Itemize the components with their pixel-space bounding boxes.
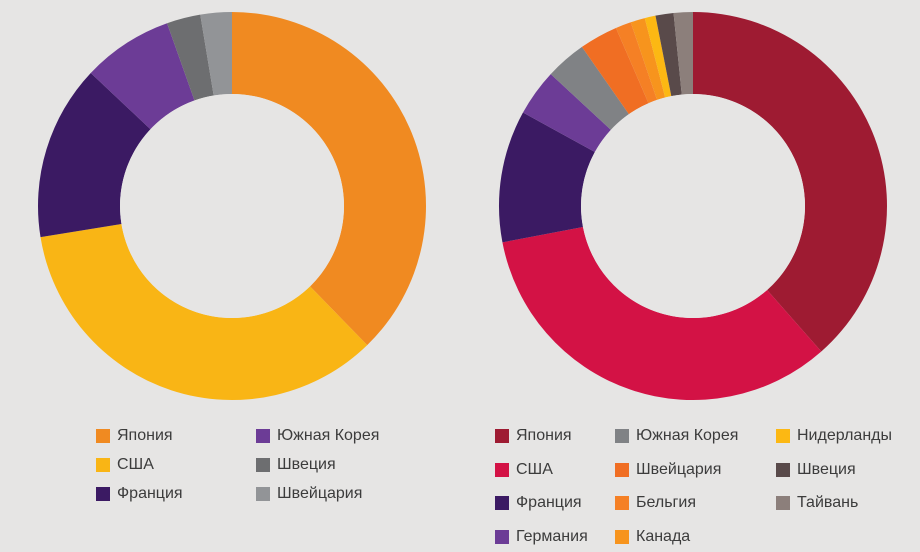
legend-swatch [615, 530, 629, 544]
legend-label: Франция [516, 494, 582, 511]
chart2-slice-9 [644, 15, 672, 98]
chart2-legend-item: Япония [495, 427, 572, 445]
chart1-slice-2 [40, 223, 368, 400]
legend-swatch [96, 429, 110, 443]
chart2-slice-8 [630, 18, 666, 100]
legend-swatch [776, 429, 790, 443]
legend-label: Германия [516, 528, 588, 545]
legend-swatch [615, 463, 629, 477]
chart2-slice-1 [693, 12, 887, 352]
chart2-slice-7 [615, 22, 658, 104]
legend-label: Швейцария [277, 485, 363, 502]
legend-swatch [495, 429, 509, 443]
chart2-legend-item: США [495, 461, 553, 479]
legend-label: Швейцария [636, 461, 722, 478]
chart2-legend-item: Южная Корея [615, 427, 738, 445]
legend-label: США [516, 461, 553, 478]
legend-label: Южная Корея [636, 427, 739, 444]
legend-swatch [256, 429, 270, 443]
legend-swatch [495, 496, 509, 510]
chart1-slice-1 [232, 12, 427, 346]
chart2-legend-item: Нидерланды [776, 427, 892, 445]
chart1-legend-item: США [96, 456, 154, 474]
legend-label: Япония [516, 427, 572, 444]
legend-label: Южная Корея [277, 427, 380, 444]
legend-swatch [256, 487, 270, 501]
chart1-legend-item: Швейцария [256, 485, 362, 503]
chart2-legend-item: Тайвань [776, 494, 858, 512]
chart1-slice-4 [90, 23, 195, 130]
legend-label: Канада [636, 528, 691, 545]
legend-swatch [256, 458, 270, 472]
chart2-legend-item: Бельгия [615, 494, 696, 512]
legend-swatch [495, 463, 509, 477]
legend-swatch [776, 496, 790, 510]
legend-label: Швеция [797, 461, 856, 478]
chart2-legend-item: Швейцария [615, 461, 721, 479]
chart2-slice-4 [522, 74, 611, 153]
chart1-legend-item: Швеция [256, 456, 336, 474]
legend-swatch [776, 463, 790, 477]
chart2-donut-hole [581, 94, 805, 318]
legend-swatch [495, 530, 509, 544]
legend-label: Бельгия [636, 494, 696, 511]
legend-label: Япония [117, 427, 173, 444]
chart1-legend-item: Южная Корея [256, 427, 379, 445]
chart1-legend-item: Япония [96, 427, 173, 445]
chart1-donut-hole [120, 94, 344, 318]
chart2-legend-item: Франция [495, 494, 582, 512]
legend-label: Швеция [277, 456, 336, 473]
legend-label: Нидерланды [797, 427, 892, 444]
chart2-legend-item: Канада [615, 528, 690, 546]
legend-label: Тайвань [797, 494, 859, 511]
legend-swatch [615, 429, 629, 443]
legend-swatch [615, 496, 629, 510]
chart2-slice-11 [673, 12, 693, 95]
legend-label: США [117, 456, 154, 473]
chart1-legend-item: Франция [96, 485, 183, 503]
legend-swatch [96, 458, 110, 472]
chart2-slice-3 [499, 112, 595, 243]
chart2-slice-10 [655, 12, 682, 97]
legend-label: Франция [117, 485, 183, 502]
chart1-slice-6 [200, 12, 232, 96]
chart1-slice-3 [37, 73, 151, 238]
chart1-slice-5 [167, 14, 214, 101]
chart2-slice-5 [550, 46, 629, 130]
chart2-legend-item: Швеция [776, 461, 856, 479]
chart2-legend-item: Германия [495, 528, 588, 546]
legend-swatch [96, 487, 110, 501]
chart2-slice-2 [502, 226, 822, 400]
chart2-slice-6 [581, 27, 649, 115]
